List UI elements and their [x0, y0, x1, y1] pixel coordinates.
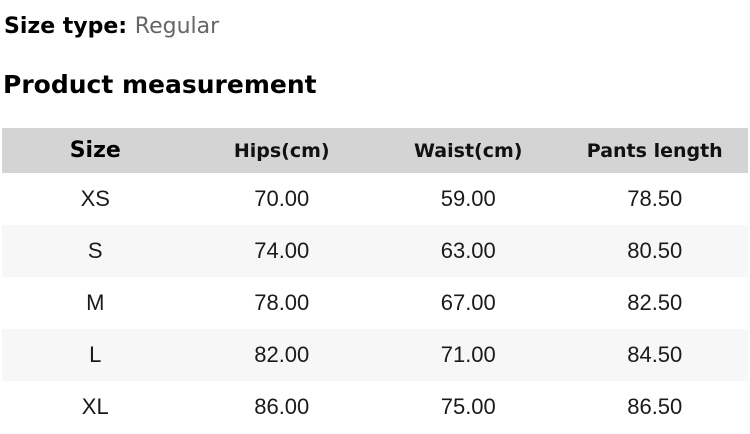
table-row: M 78.00 67.00 82.50	[2, 277, 748, 330]
measurement-table-body: XS 70.00 59.00 78.50 S 74.00 63.00 80.50…	[2, 173, 748, 434]
table-row: XS 70.00 59.00 78.50	[2, 173, 748, 226]
size-cell: M	[86, 290, 105, 316]
size-type-row: Size type: Regular	[4, 13, 750, 41]
waist-cell: 71.00	[440, 342, 496, 368]
table-row: L 82.00 71.00 84.50	[2, 329, 748, 382]
waist-cell: 63.00	[440, 238, 496, 264]
hips-cell: 74.00	[254, 238, 310, 264]
hips-cell: 70.00	[254, 186, 310, 212]
table-row: S 74.00 63.00 80.50	[2, 225, 748, 278]
header-row: Size Hips(cm) Waist(cm) Pants length	[2, 128, 748, 174]
size-type-value: Regular	[134, 14, 220, 39]
column-header-waist: Waist(cm)	[414, 139, 523, 162]
column-header-size: Size	[69, 138, 121, 164]
product-size-panel: Size type: Regular Product measurement S…	[0, 13, 750, 434]
table-row: XL 86.00 75.00 86.50	[2, 381, 748, 434]
measurement-table: Size Hips(cm) Waist(cm) Pants length XS …	[2, 128, 748, 434]
size-cell: XS	[80, 186, 110, 212]
pants-length-cell: 82.50	[627, 290, 683, 316]
measurement-table-header: Size Hips(cm) Waist(cm) Pants length	[2, 128, 748, 174]
pants-length-cell: 86.50	[627, 394, 683, 420]
column-header-pants-length: Pants length	[586, 139, 723, 162]
column-header-hips: Hips(cm)	[233, 139, 330, 162]
hips-cell: 82.00	[254, 342, 310, 368]
hips-cell: 78.00	[254, 290, 310, 316]
pants-length-cell: 78.50	[627, 186, 683, 212]
section-title: Product measurement	[3, 69, 317, 99]
size-cell: L	[89, 342, 102, 368]
waist-cell: 59.00	[440, 186, 496, 212]
size-cell: S	[87, 238, 103, 264]
waist-cell: 67.00	[440, 290, 496, 316]
pants-length-cell: 84.50	[627, 342, 683, 368]
hips-cell: 86.00	[254, 394, 310, 420]
pants-length-cell: 80.50	[627, 238, 683, 264]
size-type-label: Size type:	[4, 14, 128, 39]
waist-cell: 75.00	[440, 394, 496, 420]
size-cell: XL	[81, 394, 109, 420]
